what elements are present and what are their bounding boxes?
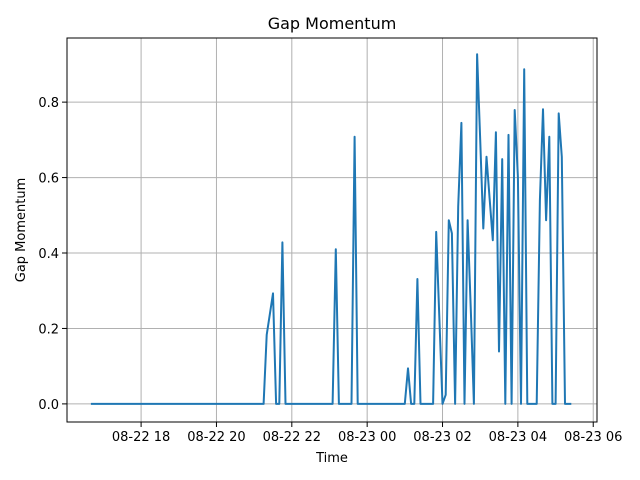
y-tick-label: 0.2 — [38, 322, 59, 337]
x-tick-label: 08-22 22 — [263, 430, 321, 445]
y-axis-label: Gap Momentum — [14, 178, 29, 283]
series-line — [90, 53, 572, 405]
y-tick-label: 0.4 — [38, 247, 59, 262]
x-tick-label: 08-23 04 — [489, 430, 547, 445]
x-axis-label: Time — [315, 451, 348, 466]
x-tick-label: 08-22 20 — [187, 430, 245, 445]
y-tick-label: 0.0 — [38, 398, 59, 413]
x-tick-label: 08-22 18 — [112, 430, 170, 445]
x-tick-label: 08-23 00 — [338, 430, 396, 445]
y-tick-label: 0.6 — [38, 172, 59, 187]
chart-title: Gap Momentum — [268, 14, 397, 33]
y-tick-label: 0.8 — [38, 96, 59, 111]
ticks: 08-22 18 08-22 20 08-22 22 08-23 00 08-23 02… — [38, 96, 622, 445]
plot-frame — [66, 37, 598, 423]
x-tick-label: 08-23 02 — [413, 430, 471, 445]
x-tick-label: 08-23 06 — [564, 430, 622, 445]
